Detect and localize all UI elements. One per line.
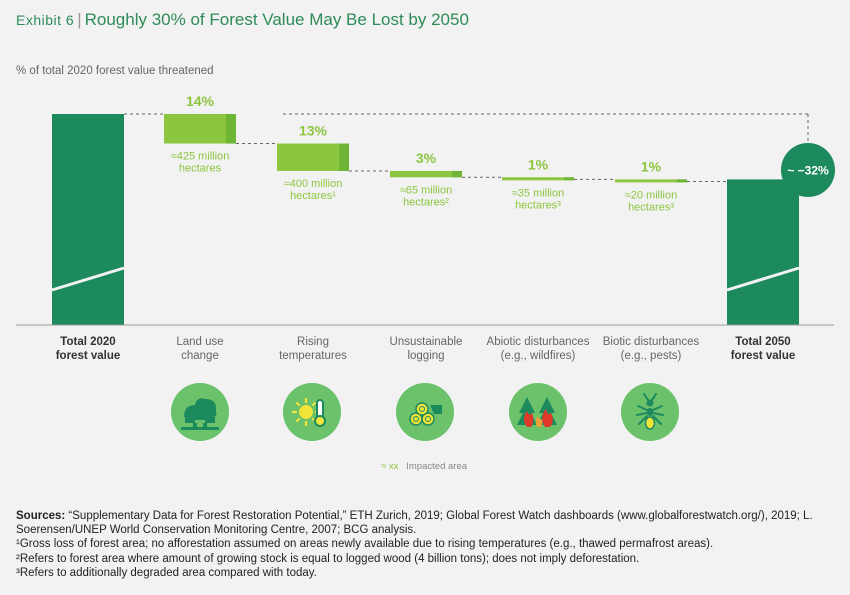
category-label: forest value bbox=[731, 350, 796, 362]
impacted-area-label: hectares bbox=[179, 163, 222, 175]
start-bar bbox=[52, 114, 124, 325]
category-label: Abiotic disturbances bbox=[487, 336, 590, 348]
legend: ≈ xx Impacted area bbox=[381, 461, 467, 472]
category-label: Total 2020 bbox=[60, 336, 115, 348]
category-label: logging bbox=[407, 350, 444, 362]
impacted-area-label: hectares³ bbox=[628, 201, 674, 213]
step-bar bbox=[502, 177, 574, 181]
legend-label: Impacted area bbox=[406, 461, 468, 472]
step-bar-shade bbox=[564, 177, 574, 181]
category-label: (e.g., pests) bbox=[621, 350, 682, 362]
step-bar-shade bbox=[677, 179, 687, 183]
land-use-icon bbox=[171, 383, 229, 441]
footnote-3: ³Refers to additionally degraded area co… bbox=[16, 566, 317, 579]
step-value-label: 1% bbox=[528, 156, 549, 172]
category-label: forest value bbox=[56, 350, 121, 362]
step-bar bbox=[390, 170, 462, 178]
step-bar bbox=[615, 179, 687, 183]
category-label: Rising bbox=[297, 336, 329, 348]
wildfire-icon bbox=[509, 383, 567, 441]
axis-break-start bbox=[51, 266, 125, 292]
title-text: Roughly 30% of Forest Value May Be Lost … bbox=[84, 10, 469, 29]
axis-break-end bbox=[726, 266, 800, 292]
ant-icon bbox=[621, 383, 679, 441]
impacted-area-label: hectares² bbox=[403, 196, 449, 208]
footnote-1: ¹Gross loss of forest area; no afforesta… bbox=[16, 538, 714, 551]
category-label: Unsustainable bbox=[390, 336, 463, 348]
impacted-area-label: ≈65 million bbox=[400, 184, 453, 196]
exhibit-label: Exhibit 6 bbox=[16, 12, 75, 28]
step-bar-shade bbox=[226, 114, 236, 144]
sources-footnotes: Sources: “Supplementary Data for Forest … bbox=[16, 509, 836, 580]
chart-subtitle: % of total 2020 forest value threatened bbox=[16, 65, 214, 77]
step-bar bbox=[164, 114, 236, 144]
sources-text: “Supplementary Data for Forest Restorati… bbox=[16, 510, 813, 537]
legend-swatch: ≈ xx bbox=[381, 461, 399, 472]
total-change-badge bbox=[781, 143, 835, 197]
step-bar-shade bbox=[452, 170, 462, 178]
category-label: Total 2050 bbox=[735, 336, 790, 348]
sun-thermometer-icon bbox=[283, 383, 341, 441]
sources-line: Sources: “Supplementary Data for Forest … bbox=[16, 509, 836, 537]
end-bar bbox=[727, 179, 799, 325]
category-label: temperatures bbox=[279, 350, 347, 362]
impacted-area-label: ≈20 million bbox=[625, 189, 678, 201]
title-separator: | bbox=[77, 10, 82, 29]
impacted-area-label: ≈400 million bbox=[284, 178, 343, 190]
sources-label: Sources: bbox=[16, 510, 66, 522]
step-value-label: 3% bbox=[416, 150, 437, 166]
category-label: change bbox=[181, 350, 219, 362]
step-value-label: 13% bbox=[299, 123, 328, 139]
impacted-area-label: ≈35 million bbox=[512, 187, 565, 199]
category-label: (e.g., wildfires) bbox=[501, 350, 576, 362]
impacted-area-label: hectares³ bbox=[515, 199, 561, 211]
chart-title: Exhibit 6 | Roughly 30% of Forest Value Ma… bbox=[16, 10, 469, 30]
footnote-2: ²Refers to forest area where amount of g… bbox=[16, 552, 640, 565]
logs-icon bbox=[396, 383, 454, 441]
impacted-area-label: ≈425 million bbox=[171, 151, 230, 163]
category-label: Biotic disturbances bbox=[603, 336, 700, 348]
step-bar-shade bbox=[339, 143, 349, 171]
impacted-area-label: hectares¹ bbox=[290, 190, 336, 202]
step-value-label: 1% bbox=[641, 158, 662, 174]
step-value-label: 14% bbox=[186, 93, 215, 109]
step-bar bbox=[277, 143, 349, 171]
category-label: Land use bbox=[176, 336, 223, 348]
total-change-label: ~ −32% bbox=[787, 164, 829, 178]
